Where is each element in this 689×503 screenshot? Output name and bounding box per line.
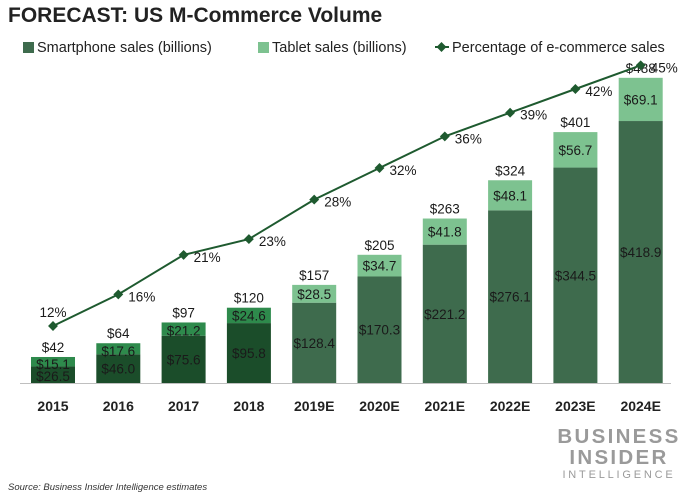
bar-smartphone [226,323,271,383]
bars: $26.5$15.1 $42 $46.0 $17.6 $64 $75.6 $21.2 $97 $… [31,61,663,384]
bar-tablet [553,132,598,168]
bar-tablet [618,77,663,122]
data-label-smartphone: $128.4 [294,336,336,351]
bar-smartphone [488,210,533,383]
data-label-total: $401 [560,115,590,130]
data-label-smartphone: $75.6 [167,352,201,367]
data-label-tablet: $17.6 [101,344,135,359]
data-label-smartphone: $344.5 [555,268,596,283]
bar-tablet [161,322,206,336]
percentage-marker [635,60,646,71]
bar-tablet [357,254,402,277]
data-label-total: $324 [495,163,526,178]
x-tick-label: 2023E [555,398,595,414]
percentage-label: 28% [324,195,351,210]
percentage-label: 39% [520,108,547,123]
x-tick-label: 2016 [103,398,134,414]
bar-smartphone [292,302,337,383]
percentage-marker [309,194,320,205]
percentage-marker [178,249,189,260]
percentage-label: 42% [585,84,612,99]
bar-tablet [292,284,337,303]
percentage-marker [48,321,58,331]
chart-title: FORECAST: US M-Commerce Volume [8,4,383,27]
data-label-smartphone: $170.3 [359,323,400,338]
bar-smartphone [357,276,402,383]
legend-label-smartphone: Smartphone sales (billions) [37,40,212,56]
logo-business: BUSINESS [557,425,681,448]
data-label-smartphone: $26.5 [36,369,70,384]
data-label-smartphone: $276.1 [489,290,530,305]
data-label-tablet: $21.2 [167,323,201,338]
legend-swatch-tablet [258,42,269,53]
data-label-total: $263 [430,202,460,217]
percentage-label: 12% [39,305,66,320]
percentage-marker [243,234,254,245]
data-label-smartphone: $46.0 [101,362,135,377]
data-label-tablet: $28.5 [297,287,331,302]
x-tick-label: 2015 [37,398,68,414]
bar-tablet [226,307,271,324]
data-label-tablet: $56.7 [559,143,593,158]
source-note: Source: Business Insider Intelligence es… [8,482,208,493]
data-label-total: $42 [42,340,65,355]
data-label-tablet: $15.1 [36,357,70,372]
data-label-total: $205 [364,238,394,253]
x-tick-label: 2018 [233,398,264,414]
percentage-label: 45% [651,60,678,75]
bar-smartphone [31,366,75,383]
data-label-total: $120 [234,291,264,306]
data-label-tablet: $34.7 [363,259,397,274]
percentage-marker [570,84,581,94]
bar-tablet [96,343,141,355]
bar-smartphone [161,335,206,383]
data-label-tablet: $24.6 [232,309,266,324]
percentage-label: 32% [390,163,417,178]
legend: Smartphone sales (billions) Tablet sales … [23,40,665,56]
legend-swatch-smartphone [23,42,34,53]
percentage-marker [505,107,516,118]
percentage-label: 36% [455,131,482,146]
data-label-total: $64 [107,326,130,341]
x-tick-label: 2017 [168,398,199,414]
bar-smartphone [96,354,141,383]
business-insider-logo: BUSINESS INSIDER INTELLIGENCE [555,425,683,481]
percentage-marker [439,131,450,142]
x-tick-label: 2024E [620,398,660,414]
logo-intelligence: INTELLIGENCE [562,469,676,481]
percentage-label: 23% [259,234,286,249]
bar-tablet [31,356,75,367]
data-label-tablet: $48.1 [493,188,527,203]
data-label-total: $157 [299,268,329,283]
x-axis-ticks: 2015 2016 2017 2018 2019E 2020E 2021E 2022E 2023… [37,398,661,414]
percentage-marker [113,289,124,300]
data-label-tablet: $69.1 [624,92,658,107]
percentage-label: 16% [128,289,155,304]
chart-canvas: Smartphone sales (billions) Tablet sales … [20,40,678,414]
bar-tablet [422,218,467,245]
x-tick-label: 2022E [490,398,530,414]
data-label-tablet: $41.8 [428,225,462,240]
percentage-label: 21% [194,250,221,265]
percentage-line: 12% 16% 21% 23% 28% 32% 36% 39% 42% 45% [39,60,678,331]
logo-insider: INSIDER [569,445,669,469]
x-tick-label: 2020E [359,398,399,414]
bar-smartphone [618,121,663,384]
data-label-smartphone: $418.9 [620,245,661,260]
bar-tablet [488,180,533,211]
percentage-line-path [52,64,642,327]
x-tick-label: 2019E [294,398,334,414]
data-label-smartphone: $95.8 [232,346,266,361]
data-label-smartphone: $221.2 [424,307,465,322]
bar-smartphone [422,244,467,383]
legend-marker-percentage [436,42,447,52]
legend-label-tablet: Tablet sales (billions) [272,40,407,56]
x-tick-label: 2021E [425,398,465,414]
legend-label-percentage: Percentage of e-commerce sales [452,40,665,56]
bar-smartphone [553,167,598,383]
data-label-total: $97 [172,305,195,320]
percentage-marker [374,163,385,173]
